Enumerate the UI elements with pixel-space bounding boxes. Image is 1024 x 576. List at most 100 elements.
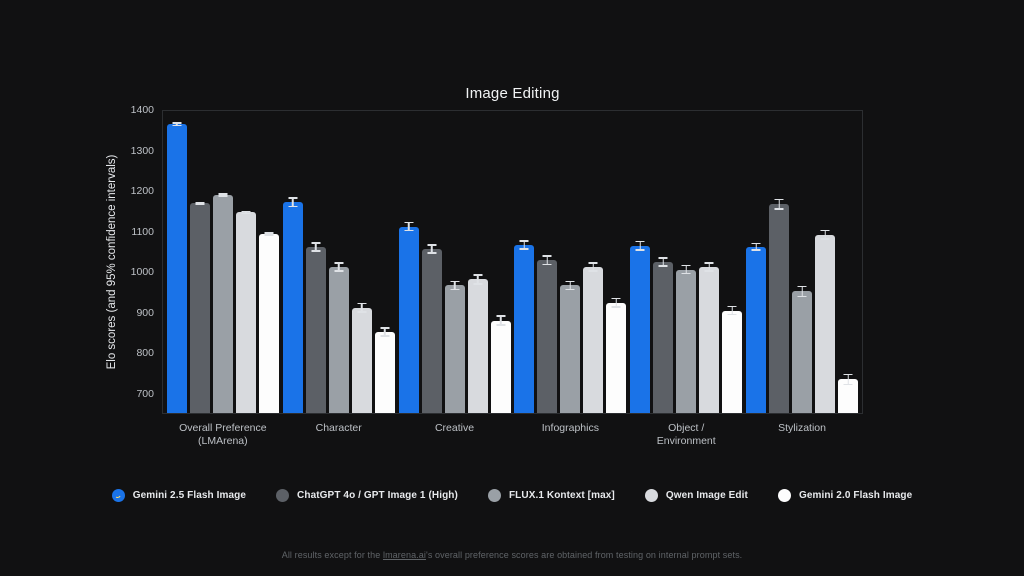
bar-slot (514, 111, 535, 413)
bar-chatgpt-4o-gpt-image-1-high-object-environment (653, 261, 674, 413)
error-bar (288, 197, 298, 208)
bar-slot (630, 111, 651, 413)
bar-flux-1-kontext-max-infographics (560, 285, 581, 413)
error-bar (404, 221, 414, 232)
bar-flux-1-kontext-max-object-environment (676, 269, 697, 413)
bar-slot (792, 111, 813, 413)
error-bar-cap (357, 311, 367, 313)
error-bar (357, 302, 367, 313)
error-bar (334, 262, 344, 272)
legend-item-chatgpt-4o-gpt-image-1-high: ChatGPT 4o / GPT Image 1 (High) (276, 489, 458, 502)
error-bar-cap (797, 295, 807, 298)
error-bar (380, 327, 390, 337)
legend-item-qwen-image-edit: Qwen Image Edit (644, 489, 748, 502)
legend-item-flux-1-kontext-max: FLUX.1 Kontext [max] (487, 489, 615, 502)
error-bar (635, 240, 645, 251)
bar-slot (537, 111, 558, 413)
category-label-overall-preference-lmarena: Overall Preference (LMArena) (143, 422, 303, 448)
error-bar-cap (635, 249, 645, 251)
y-tick-1000: 1000 (130, 266, 154, 279)
error-bar-cap (820, 238, 830, 240)
bar-slot (212, 111, 233, 413)
error-bar-line (407, 221, 410, 232)
bar-slot (421, 111, 442, 413)
error-bar-line (222, 193, 224, 197)
error-bar-cap (611, 306, 621, 308)
error-bar-line (685, 264, 687, 275)
error-bar-line (546, 255, 549, 266)
error-bar (218, 193, 228, 197)
category-label-object-environment: Object / Environment (606, 422, 766, 448)
bar-slot (328, 111, 349, 413)
bar-slot (653, 111, 674, 413)
y-tick-700: 700 (136, 387, 154, 400)
error-bar-cap (311, 250, 321, 252)
bar-qwen-image-edit-stylization (815, 234, 836, 413)
bar-flux-1-kontext-max-creative (444, 285, 465, 413)
error-bar (658, 257, 668, 267)
bar-gemini-2-0-flash-image-character (374, 331, 395, 413)
bar-slot (235, 111, 256, 413)
category-label-line: Character (315, 422, 362, 434)
bar-group-character: Character (282, 111, 395, 434)
error-bar (611, 297, 621, 308)
legend-circle-icon (487, 489, 501, 502)
error-bar-cap (843, 383, 853, 385)
y-tick-800: 800 (136, 347, 154, 360)
banana-icon (113, 490, 122, 499)
bar-group-infographics: Infographics (514, 111, 627, 434)
lmarena-link[interactable]: lmarena.ai (382, 550, 426, 560)
error-bar-line (430, 244, 433, 254)
bar-gemini-2-0-flash-image-object-environment (722, 310, 743, 413)
bar-slot (189, 111, 210, 413)
error-bar-line (847, 373, 849, 385)
error-bar (797, 285, 807, 298)
bar-flux-1-kontext-max-stylization (792, 291, 813, 413)
bar-qwen-image-edit-creative (467, 279, 488, 413)
error-bar-cap (774, 208, 784, 210)
category-label-infographics: Infographics (490, 422, 650, 435)
bar-slot (282, 111, 303, 413)
footnote-text-prefix: All results except for the (281, 550, 383, 560)
category-label-line: Infographics (541, 422, 599, 434)
error-bar-line (778, 198, 780, 210)
bar-group-overall-preference-lmarena: Overall Preference (LMArena) (166, 111, 279, 447)
bar-slot (560, 111, 581, 413)
bar-gemini-2-0-flash-image-infographics (606, 302, 627, 413)
error-bar (311, 242, 321, 252)
category-label-line: Overall Preference (179, 422, 267, 434)
bar-slot (676, 111, 697, 413)
error-bar-line (824, 229, 826, 240)
error-bar-cap (288, 205, 298, 208)
error-bar (565, 280, 575, 291)
error-bar-cap (542, 263, 552, 266)
bar-group-object-environment: Object / Environment (630, 111, 743, 447)
category-label-line: Environment (656, 435, 716, 447)
bar-gemini-2-5-flash-image-creative (398, 226, 419, 413)
y-tick-1200: 1200 (130, 185, 154, 198)
legend-item-gemini-2-0-flash-image: Gemini 2.0 Flash Image (777, 489, 912, 502)
bar-chatgpt-4o-gpt-image-1-high-stylization (769, 204, 790, 413)
plot-area: Overall Preference (LMArena) Character Crea… (162, 110, 863, 447)
chart-title: Image Editing (465, 85, 560, 102)
error-bar (241, 210, 251, 214)
bar-slot (351, 111, 372, 413)
chart-legend: Gemini 2.5 Flash Image ChatGPT 4o / GPT I… (0, 489, 1024, 502)
error-bar-cap (404, 229, 414, 232)
bar-qwen-image-edit-infographics (583, 267, 604, 413)
bar-gemini-2-5-flash-image-stylization (746, 246, 767, 413)
bar-chatgpt-4o-gpt-image-1-high-character (305, 246, 326, 413)
bar-gemini-2-5-flash-image-overall-preference-lmarena (166, 124, 187, 413)
error-bar-cap (496, 324, 506, 326)
error-bar-cap (241, 212, 251, 214)
legend-label: FLUX.1 Kontext [max] (508, 490, 615, 501)
error-bar-line (268, 232, 270, 236)
error-bar-line (731, 305, 733, 316)
bar-gemini-2-0-flash-image-stylization (838, 379, 859, 413)
bar-chatgpt-4o-gpt-image-1-high-creative (421, 248, 442, 413)
bar-gemini-2-5-flash-image-infographics (514, 244, 535, 413)
legend-label: Qwen Image Edit (665, 490, 748, 501)
error-bar-line (383, 327, 386, 337)
error-bar (704, 262, 714, 272)
